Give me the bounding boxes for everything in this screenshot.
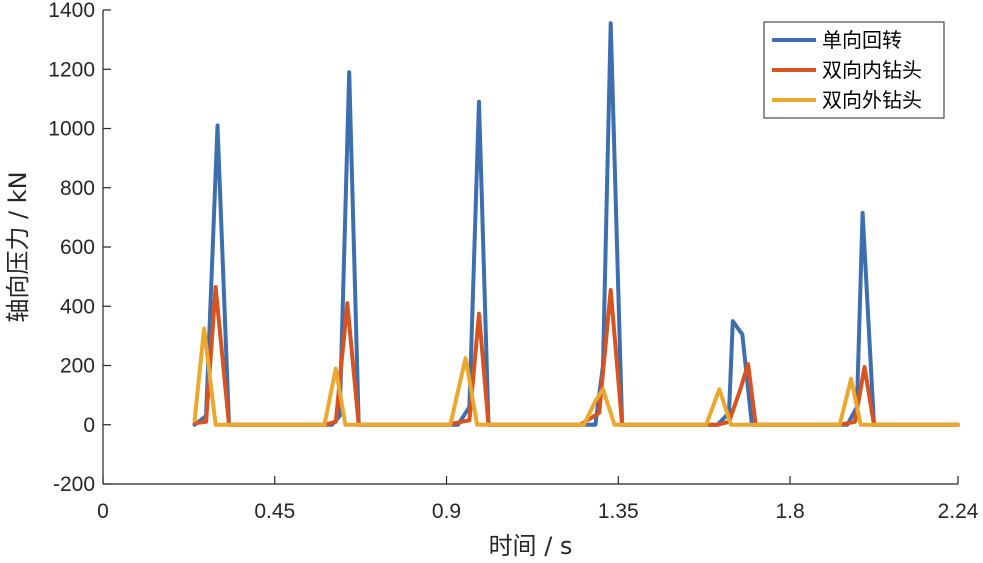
y-tick-label: 400 xyxy=(60,295,95,318)
series-line-3 xyxy=(192,326,960,427)
y-tick-label: 1000 xyxy=(48,118,95,141)
x-axis-ticks: 0 0.45 0.9 1.35 1.8 2.24 xyxy=(97,476,979,523)
legend-label-1: 单向回转 xyxy=(822,28,902,52)
x-tick-label: 0.45 xyxy=(254,500,295,523)
y-tick-label: 200 xyxy=(60,355,95,378)
legend-label-3: 双向外钻头 xyxy=(822,88,922,112)
y-tick-label: 0 xyxy=(83,414,95,437)
x-tick-label: 1.35 xyxy=(598,500,639,523)
x-tick-label: 0.9 xyxy=(432,500,461,523)
series-layer xyxy=(192,21,960,427)
y-axis-ticks: -200 0 200 400 600 800 1000 1200 1400 xyxy=(48,0,111,496)
x-tick-label: 2.24 xyxy=(938,500,979,523)
y-axis-title: 轴向压力 / kN xyxy=(4,171,32,322)
x-tick-label: 0 xyxy=(97,500,109,523)
y-tick-label: 1200 xyxy=(48,58,95,81)
x-axis-title: 时间 / s xyxy=(489,532,573,560)
x-tick-label: 1.8 xyxy=(775,500,804,523)
y-tick-label: 1400 xyxy=(48,0,95,22)
y-tick-label: -200 xyxy=(53,473,95,496)
legend-label-2: 双向内钻头 xyxy=(822,58,922,82)
y-tick-label: 800 xyxy=(60,177,95,200)
y-tick-label: 600 xyxy=(60,236,95,259)
